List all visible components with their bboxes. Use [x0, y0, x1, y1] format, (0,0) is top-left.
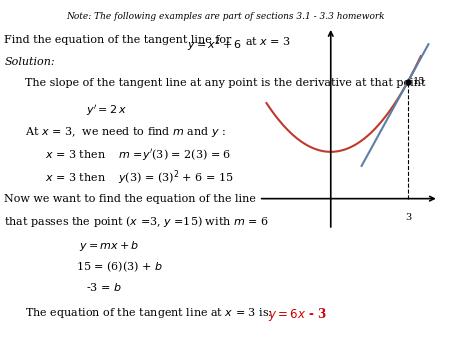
Text: Find the equation of the tangent line for: Find the equation of the tangent line fo… [4, 35, 232, 46]
Text: at $x$ = 3: at $x$ = 3 [245, 35, 291, 48]
Text: $y = 6x$ - 3: $y = 6x$ - 3 [268, 306, 326, 323]
Text: Now we want to find the equation of the line: Now we want to find the equation of the … [4, 194, 256, 204]
Text: -3 = $b$: -3 = $b$ [86, 281, 122, 293]
Text: $x$ = 3 then    $m$ =$y'$(3) = 2(3) = 6: $x$ = 3 then $m$ =$y'$(3) = 2(3) = 6 [45, 147, 231, 162]
Text: $y = x^2 + 6$: $y = x^2 + 6$ [187, 35, 242, 54]
Text: that passes the point ($x$ =3, $y$ =15) with $m$ = 6: that passes the point ($x$ =3, $y$ =15) … [4, 214, 270, 229]
Text: 15: 15 [413, 77, 425, 86]
Text: The slope of the tangent line at any point is the derivative at that point: The slope of the tangent line at any poi… [25, 78, 425, 89]
Text: The equation of the tangent line at $x$ = 3 is:: The equation of the tangent line at $x$ … [25, 306, 272, 320]
Text: $y' = 2\,x$: $y' = 2\,x$ [86, 103, 126, 118]
Text: Note: The following examples are part of sections 3.1 - 3.3 homework: Note: The following examples are part of… [66, 12, 384, 21]
Text: $x$ = 3 then    $y$(3) = (3)$^2$ + 6 = 15: $x$ = 3 then $y$(3) = (3)$^2$ + 6 = 15 [45, 169, 234, 187]
Text: 3: 3 [405, 213, 411, 222]
Text: Solution:: Solution: [4, 57, 55, 68]
Text: $y = mx + b$: $y = mx + b$ [79, 239, 139, 253]
Text: At $x$ = 3,  we need to find $m$ and $y$ :: At $x$ = 3, we need to find $m$ and $y$ … [25, 125, 226, 139]
Text: 15 = (6)(3) + $b$: 15 = (6)(3) + $b$ [76, 260, 162, 274]
